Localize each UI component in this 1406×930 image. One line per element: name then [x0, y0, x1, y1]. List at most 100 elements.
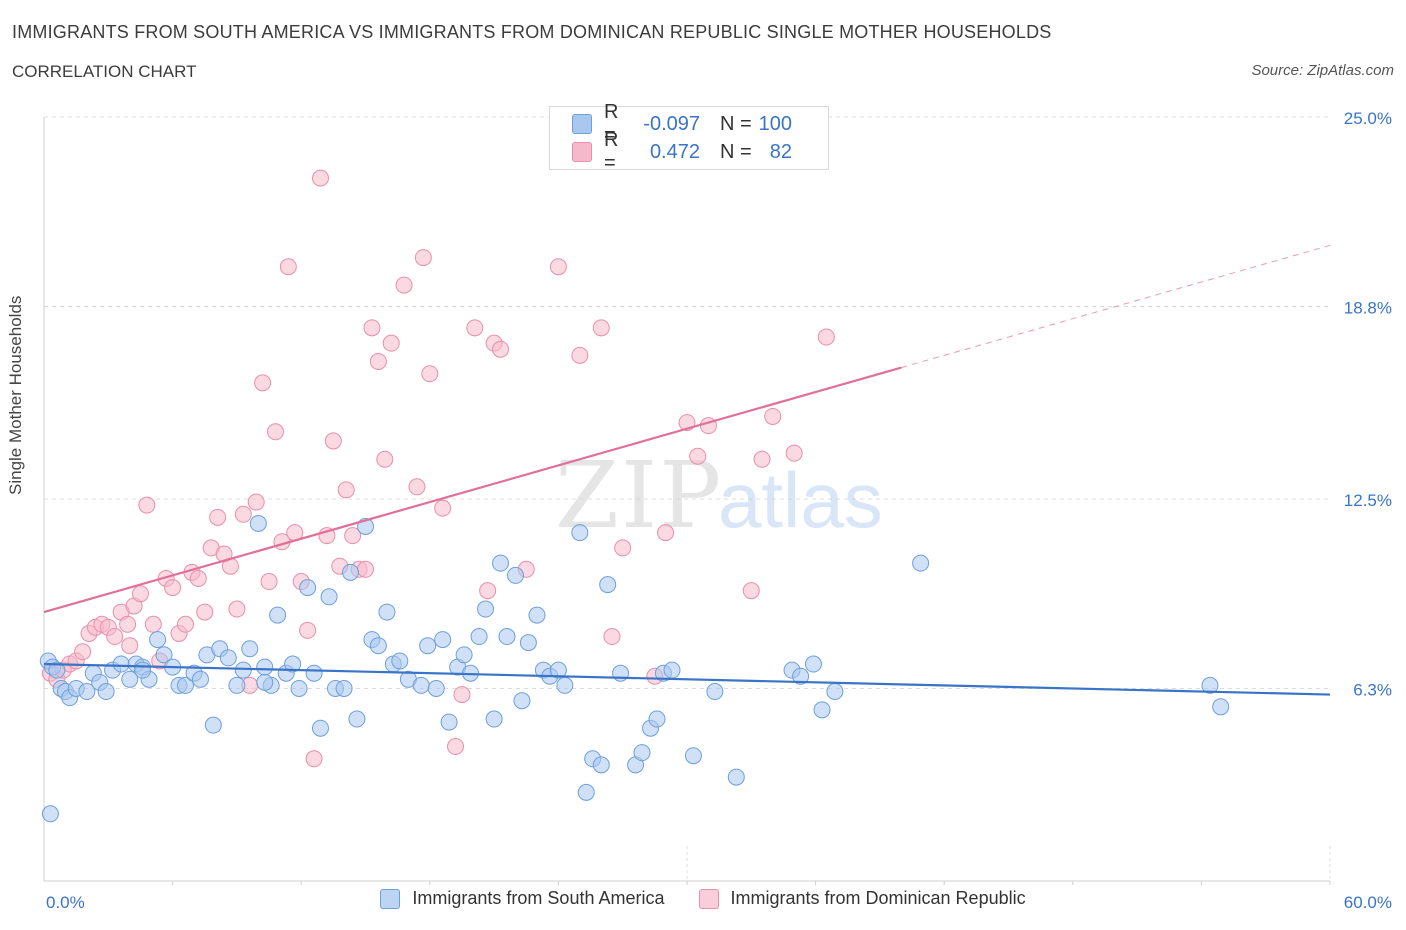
data-point-pink [260, 573, 278, 591]
data-point-blue [320, 588, 338, 606]
data-point-pink [657, 524, 675, 542]
data-point-blue [249, 514, 267, 532]
chart-subtitle: CORRELATION CHART [12, 62, 197, 81]
data-point-blue [792, 667, 810, 685]
data-point-blue [204, 716, 222, 734]
data-point-blue [1201, 676, 1219, 694]
data-point-blue [269, 606, 287, 624]
data-point-blue [290, 679, 308, 697]
data-point-pink [614, 539, 632, 557]
data-point-blue [305, 664, 323, 682]
data-point-pink [299, 621, 317, 639]
trend-line-pink-extension [901, 244, 1331, 369]
data-point-pink [603, 628, 621, 646]
data-point-pink [742, 582, 760, 600]
data-point-blue [427, 679, 445, 697]
data-point-pink [324, 432, 342, 450]
legend-row-pink: R = 0.472 N = 82 [572, 129, 792, 174]
legend-item-south-america[interactable]: Immigrants from South America [380, 888, 665, 909]
chart-title: IMMIGRANTS FROM SOUTH AMERICA VS IMMIGRA… [12, 22, 1052, 42]
x-tick-label: 60.0% [1344, 893, 1392, 912]
data-point-pink [395, 276, 413, 294]
data-point-pink [421, 365, 439, 383]
data-point-blue [348, 710, 366, 728]
data-point-blue [419, 637, 437, 655]
legend-r-value: 0.472 [649, 140, 700, 163]
data-point-blue [176, 676, 194, 694]
data-point-blue [592, 756, 610, 774]
data-point-pink [447, 738, 465, 756]
data-point-blue [112, 655, 130, 673]
data-point-blue [121, 670, 139, 688]
data-point-blue [599, 576, 617, 594]
data-point-blue [134, 661, 152, 679]
data-point-blue [256, 673, 274, 691]
data-point-pink [376, 450, 394, 468]
data-point-blue [1212, 698, 1230, 716]
trend-line-blue [43, 662, 1331, 696]
data-point-blue [191, 670, 209, 688]
data-point-blue [311, 719, 329, 737]
data-point-blue [470, 628, 488, 646]
data-point-pink [753, 450, 771, 468]
data-point-blue [155, 646, 173, 664]
data-point-pink [234, 505, 252, 523]
data-point-blue [684, 747, 702, 765]
data-point-pink [266, 423, 284, 441]
data-point-pink [764, 407, 782, 425]
data-point-blue [299, 579, 317, 597]
data-point-blue [912, 554, 930, 572]
data-point-pink [479, 582, 497, 600]
y-tick-label: 12.5% [1344, 491, 1392, 510]
data-point-pink [434, 499, 452, 517]
data-point-pink [453, 686, 471, 704]
legend-item-dominican-republic[interactable]: Immigrants from Dominican Republic [698, 888, 1026, 909]
data-point-blue [41, 805, 59, 823]
data-point-blue [256, 658, 274, 676]
data-point-blue [663, 661, 681, 679]
data-point-pink [189, 569, 207, 587]
data-point-pink [121, 637, 139, 655]
data-point-blue [633, 744, 651, 762]
watermark-atlas: atlas [718, 456, 883, 544]
legend-n-label: N = [720, 140, 752, 163]
data-point-blue [149, 631, 167, 649]
data-point-blue [804, 655, 822, 673]
data-point-pink [337, 481, 355, 499]
data-point-pink [492, 340, 510, 358]
data-point-blue [549, 661, 567, 679]
data-point-pink [592, 319, 610, 337]
data-point-pink [131, 585, 149, 603]
legend-r-value: -0.097 [643, 112, 700, 135]
data-point-pink [689, 447, 707, 465]
data-point-pink [408, 478, 426, 496]
data-point-blue [485, 710, 503, 728]
legend-n-label: N = [720, 112, 752, 135]
data-point-blue [577, 783, 595, 801]
data-point-blue [528, 606, 546, 624]
data-point-blue [826, 683, 844, 701]
y-tick-label: 6.3% [1353, 680, 1392, 699]
data-point-blue [78, 683, 96, 701]
data-point-blue [813, 701, 831, 719]
data-point-pink [164, 579, 182, 597]
data-point-pink [311, 169, 329, 187]
data-point-pink [369, 352, 387, 370]
legend-swatch-pink [698, 888, 719, 909]
data-point-pink [571, 346, 589, 364]
data-point-blue [727, 768, 745, 786]
data-point-blue [234, 661, 252, 679]
data-point-blue [219, 649, 237, 667]
data-point-pink [817, 328, 835, 346]
data-point-pink [254, 374, 272, 392]
data-point-blue [378, 603, 396, 621]
data-point-pink [344, 527, 362, 545]
data-point-pink [144, 615, 162, 633]
data-point-blue [369, 637, 387, 655]
data-point-blue [228, 676, 246, 694]
legend-swatch-blue [572, 114, 592, 134]
series-legend: Immigrants from South America Immigrants… [0, 888, 1406, 909]
data-point-blue [455, 646, 473, 664]
legend-label: Immigrants from Dominican Republic [730, 888, 1026, 908]
data-point-pink [247, 493, 265, 511]
